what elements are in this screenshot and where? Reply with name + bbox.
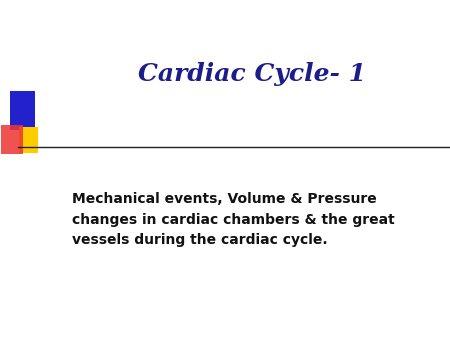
Bar bbox=[19, 127, 38, 153]
Bar bbox=[1, 125, 23, 154]
Text: Cardiac Cycle- 1: Cardiac Cycle- 1 bbox=[138, 62, 366, 87]
Bar bbox=[10, 91, 35, 130]
Text: Mechanical events, Volume & Pressure
changes in cardiac chambers & the great
ves: Mechanical events, Volume & Pressure cha… bbox=[72, 192, 395, 247]
